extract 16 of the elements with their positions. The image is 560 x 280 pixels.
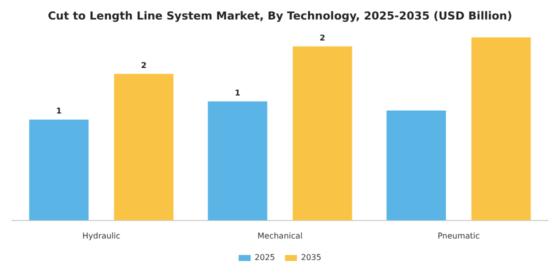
x-tick-label: Hydraulic	[82, 231, 120, 240]
data-label: 1	[56, 106, 62, 116]
legend-label: 2025	[254, 253, 275, 262]
data-label: 2	[140, 60, 147, 70]
bar	[386, 110, 446, 220]
bar	[208, 101, 268, 220]
bar	[114, 74, 174, 220]
legend-label: 2035	[301, 253, 322, 262]
data-label: 2	[320, 33, 326, 42]
bar	[29, 120, 89, 220]
x-tick-label: Pneumatic	[438, 231, 480, 240]
chart-title: Cut to Length Line System Market, By Technology, 2025-2035 (USD Billion)	[48, 9, 512, 22]
bar	[471, 37, 531, 220]
data-label: 1	[234, 88, 241, 98]
x-tick-label: Mechanical	[257, 231, 303, 240]
bar	[292, 46, 352, 220]
